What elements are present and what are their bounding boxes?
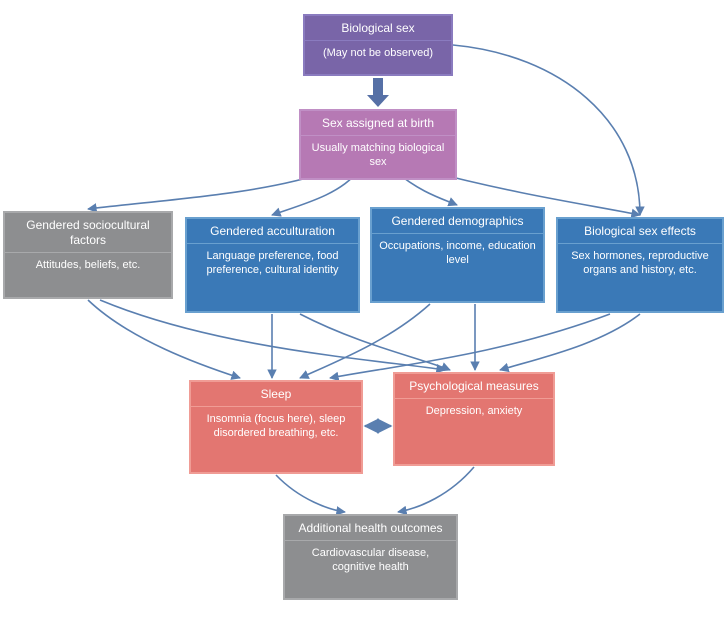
node-subtitle: Occupations, income, education level [372,234,543,276]
edge-bio_eff-to-sleep [330,314,610,378]
node-title: Sleep [191,382,361,407]
node-accult: Gendered acculturationLanguage preferenc… [185,217,360,313]
thick-arrow-biosex-to-assigned [367,78,389,107]
node-sex_assigned: Sex assigned at birthUsually matching bi… [299,109,457,180]
edge-sleep-to-outcomes [276,475,345,512]
node-title: Psychological measures [395,374,553,399]
node-subtitle: Language preference, food preference, cu… [187,244,358,286]
node-title: Gendered acculturation [187,219,358,244]
node-bio_sex: Biological sex(May not be observed) [303,14,453,76]
node-subtitle: Depression, anxiety [395,399,553,427]
edge-bio_sex-to-bio_eff [453,45,640,215]
node-bio_eff: Biological sex effectsSex hormones, repr… [556,217,724,313]
node-outcomes: Additional health outcomesCardiovascular… [283,514,458,600]
edge-bio_eff-to-psych [500,314,640,370]
node-title: Gendered sociocultural factors [5,213,171,253]
node-subtitle: (May not be observed) [305,41,451,69]
edge-accult-to-psych [300,314,450,370]
edge-demog-to-sleep [300,304,430,378]
node-subtitle: Cardiovascular disease, cognitive health [285,541,456,583]
node-sleep: SleepInsomnia (focus here), sleep disord… [189,380,363,474]
node-title: Sex assigned at birth [301,111,455,136]
node-demog: Gendered demographicsOccupations, income… [370,207,545,303]
node-title: Biological sex [305,16,451,41]
node-title: Additional health outcomes [285,516,456,541]
node-title: Biological sex effects [558,219,722,244]
node-subtitle: Insomnia (focus here), sleep disordered … [191,407,361,449]
node-subtitle: Attitudes, beliefs, etc. [5,253,171,281]
edge-sex_assigned-to-socio [88,171,330,209]
node-psych: Psychological measuresDepression, anxiet… [393,372,555,466]
node-subtitle: Sex hormones, reproductive organs and hi… [558,244,722,286]
node-subtitle: Usually matching biological sex [301,136,455,178]
edge-psych-to-outcomes [398,467,474,512]
node-socio: Gendered sociocultural factorsAttitudes,… [3,211,173,299]
node-title: Gendered demographics [372,209,543,234]
